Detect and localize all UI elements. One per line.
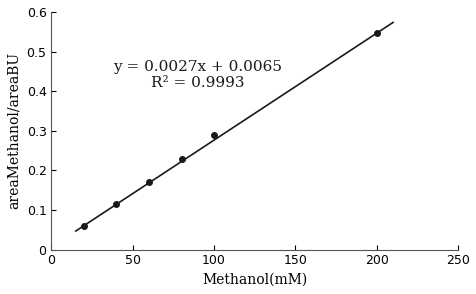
Point bbox=[145, 180, 152, 185]
Y-axis label: areaMethanol/areaBU: areaMethanol/areaBU bbox=[7, 52, 21, 209]
Point bbox=[210, 132, 218, 137]
Text: y = 0.0027x + 0.0065
R² = 0.9993: y = 0.0027x + 0.0065 R² = 0.9993 bbox=[113, 60, 282, 91]
X-axis label: Methanol(mM): Methanol(mM) bbox=[202, 273, 307, 287]
Point bbox=[178, 157, 185, 162]
Point bbox=[80, 223, 88, 228]
Point bbox=[372, 31, 380, 35]
Point bbox=[112, 202, 120, 207]
